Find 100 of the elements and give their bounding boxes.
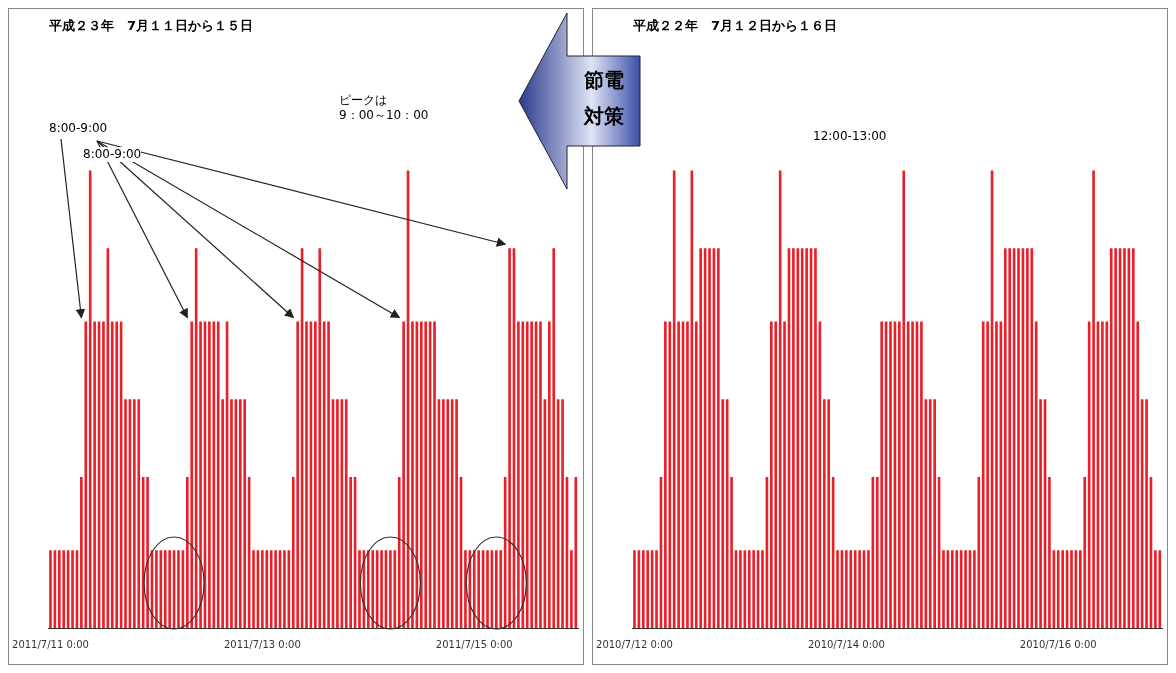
bar	[655, 550, 658, 628]
bar	[814, 248, 817, 628]
bar	[792, 248, 795, 628]
bar	[1056, 550, 1060, 628]
bar	[190, 321, 194, 628]
bar	[849, 550, 853, 628]
bar	[800, 248, 804, 628]
bar	[633, 550, 636, 628]
bar	[561, 399, 564, 628]
bar	[177, 550, 180, 628]
bar	[955, 550, 959, 628]
bar	[1034, 321, 1038, 628]
bar	[88, 170, 92, 628]
bar	[49, 550, 52, 628]
bar	[208, 321, 211, 628]
bar	[699, 248, 703, 628]
bar	[686, 321, 689, 628]
bar	[1154, 550, 1157, 628]
bar	[889, 321, 892, 628]
bar	[389, 550, 392, 628]
bar	[950, 550, 954, 628]
bar	[717, 248, 720, 628]
text: 12:00-13:00	[813, 129, 887, 144]
bar	[752, 550, 755, 628]
bar	[133, 399, 136, 628]
bar	[1070, 550, 1073, 628]
bar	[472, 550, 476, 628]
bar	[508, 248, 511, 628]
bar	[499, 550, 503, 628]
bar	[1017, 248, 1020, 628]
bar	[446, 399, 450, 628]
bar	[495, 550, 498, 628]
chart-title: 平成２３年 7月１１日から１５日	[49, 17, 254, 35]
bar	[552, 248, 556, 628]
x-tick-label: 2011/7/11 0:00	[12, 638, 89, 650]
bar	[57, 550, 61, 628]
bar	[115, 321, 119, 628]
bar	[283, 550, 286, 628]
bar	[858, 550, 861, 628]
bar	[155, 550, 158, 628]
bar	[668, 321, 672, 628]
bar	[664, 321, 667, 628]
bar	[102, 321, 105, 628]
bar	[646, 550, 650, 628]
bar	[827, 399, 831, 628]
text: ピークは 9：00～10：00	[339, 93, 429, 123]
bar	[216, 321, 220, 628]
bar	[411, 321, 414, 628]
bar	[902, 170, 906, 628]
bar	[942, 550, 945, 628]
bar	[1092, 170, 1095, 628]
bar	[71, 550, 74, 628]
bar	[1030, 248, 1034, 628]
bar	[880, 321, 884, 628]
bar	[327, 321, 330, 628]
bar	[911, 321, 914, 628]
bar	[739, 550, 742, 628]
bar	[243, 399, 247, 628]
bar	[1003, 248, 1007, 628]
bar	[708, 248, 711, 628]
bar	[265, 550, 269, 628]
bar	[730, 477, 733, 628]
bar	[1123, 248, 1126, 628]
bar	[977, 477, 981, 628]
text: 8:00-9:00	[49, 121, 108, 136]
bar	[770, 321, 773, 628]
bar	[336, 399, 339, 628]
bar	[530, 321, 533, 628]
bar	[1158, 550, 1162, 628]
bar	[805, 248, 808, 628]
bar	[274, 550, 277, 628]
bar	[1101, 321, 1104, 628]
bar	[199, 321, 202, 628]
bar	[296, 321, 300, 628]
bar	[1114, 248, 1117, 628]
bar	[1131, 248, 1135, 628]
bar	[1026, 248, 1029, 628]
bar	[358, 550, 361, 628]
bar	[318, 248, 322, 628]
bar	[796, 248, 800, 628]
x-tick-label: 2010/7/14 0:00	[807, 638, 885, 650]
x-tick-label: 2010/7/12 0:00	[596, 638, 673, 650]
bar	[212, 321, 216, 628]
bar	[252, 550, 255, 628]
bar	[424, 321, 428, 628]
bar	[477, 550, 480, 628]
bar	[442, 399, 445, 628]
bar	[774, 321, 778, 628]
bar	[845, 550, 848, 628]
bar	[920, 321, 923, 628]
x-tick-label: 2011/7/13 0:00	[223, 638, 301, 650]
bar	[1061, 550, 1064, 628]
bar	[747, 550, 751, 628]
text: 8:00-9:00	[83, 147, 142, 162]
bar	[402, 321, 405, 628]
bar	[344, 399, 348, 628]
bar	[371, 550, 375, 628]
bar	[836, 550, 839, 628]
bar	[928, 399, 932, 628]
bar	[269, 550, 273, 628]
